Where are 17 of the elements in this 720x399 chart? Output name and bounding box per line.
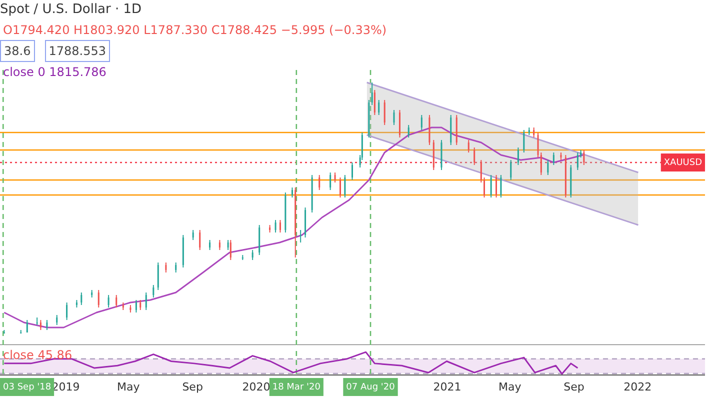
x-tick-label: 2022 — [624, 380, 652, 394]
ref-line-label: 07 Aug '20 — [346, 382, 396, 392]
x-tick-label: Sep — [564, 380, 584, 394]
x-tick-label: 2020 — [242, 380, 270, 394]
x-tick-label: May — [498, 380, 522, 394]
ref-line-label: XAUUSD — [664, 158, 702, 168]
x-tick-label: Sep — [182, 380, 203, 394]
annotation: close 45.86 — [2, 347, 74, 364]
ref-line-label: 18 Mar '20 — [272, 382, 321, 392]
text: 38.6 — [0, 40, 35, 62]
x-tick-label: 2021 — [433, 380, 462, 394]
text: O1794.420 H1803.920 L1787.330 C1788.425 −5.995 (−0.33%) — [2, 22, 388, 39]
x-tick-label: May — [116, 380, 140, 394]
chart-title: Spot / U.S. Dollar · 1D — [0, 1, 143, 19]
text: close 0 1815.786 — [2, 64, 108, 81]
text: 1788.553 — [44, 40, 110, 62]
ref-line-label: 03 Sep '18 — [2, 382, 52, 392]
